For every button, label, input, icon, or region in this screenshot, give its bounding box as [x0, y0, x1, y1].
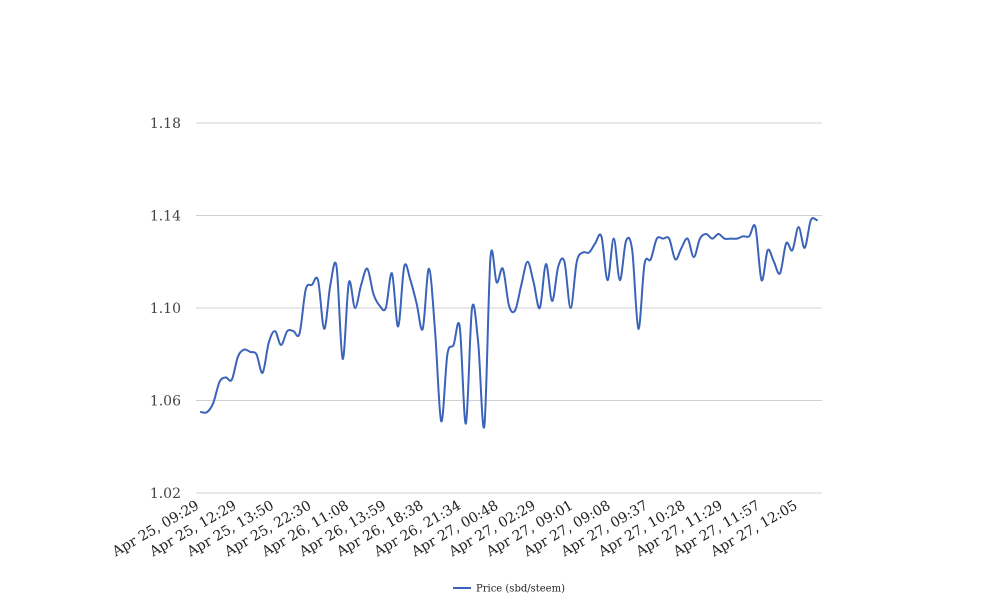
y-tick-label: 1.18 — [150, 116, 181, 132]
y-axis-ticks: 1.02 1.06 1.10 1.14 1.18 — [150, 116, 181, 502]
y-tick-label: 1.02 — [150, 486, 181, 502]
y-tick-label: 1.10 — [150, 301, 181, 317]
legend-label: Price (sbd/steem) — [476, 584, 565, 595]
y-tick-label: 1.14 — [150, 209, 181, 225]
series-line-price — [200, 217, 818, 429]
legend: Price (sbd/steem) — [453, 584, 565, 595]
y-tick-label: 1.06 — [150, 394, 181, 410]
